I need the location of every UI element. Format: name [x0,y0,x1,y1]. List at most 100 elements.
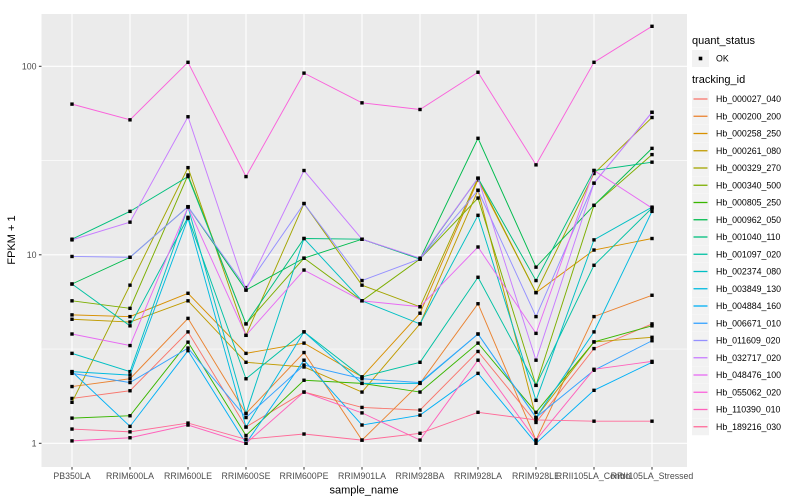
data-point [476,371,480,376]
x-tick-label: RRII105LA_Stressed [611,471,694,481]
data-point [650,146,654,151]
data-point [418,413,422,417]
x-tick-label: RRIM600LA [106,471,154,481]
data-point [650,359,654,364]
data-point [476,410,480,415]
x-axis-title: sample_name [329,485,398,497]
data-point [534,265,538,269]
data-point [302,168,306,173]
data-point [128,373,132,377]
legend-entry-label: Hb_000805_250 [716,198,781,208]
legend-entry-label: Hb_189216_030 [716,422,781,432]
data-point [360,411,364,415]
data-point [360,101,364,105]
data-point [650,293,654,297]
data-point [70,332,74,336]
legend-entry-Hb_048476_100: Hb_048476_100 [692,366,781,384]
data-point [186,60,190,65]
data-point [418,256,422,260]
axis-layer: 100 10 1 PB350LA RRIM600LA RRIM600LE RRIM600SE… [22,61,694,481]
data-point [476,245,480,249]
data-point [360,377,364,381]
data-point [592,168,596,173]
data-point [418,322,422,326]
legend-entry-Hb_004884_160: Hb_004884_160 [692,297,781,315]
data-point [70,369,74,374]
data-point [186,340,190,344]
data-point [418,311,422,315]
data-point [534,418,538,422]
legend-entry-Hb_000200_200: Hb_000200_200 [692,107,781,125]
data-point [302,350,306,355]
data-point [128,306,132,311]
data-point [534,163,538,167]
series-Hb_189216_030 [70,410,654,442]
legend-entry-label: Hb_001097_020 [716,249,781,259]
legend-entry-label: Hb_000329_270 [716,163,781,173]
data-point [128,436,132,440]
data-point [534,420,538,425]
data-point [70,427,74,431]
data-point [186,216,190,221]
y-tick-label: 100 [22,61,37,71]
legend-entry-Hb_000962_050: Hb_000962_050 [692,211,781,229]
data-point [302,390,306,394]
series-Hb_048476_100 [70,168,654,348]
legend-entry-Hb_011609_020: Hb_011609_020 [692,332,781,349]
x-tick-label: RRIM928LA [454,471,502,481]
data-point [70,384,74,389]
legend-entry-label: Hb_000340_500 [716,180,781,190]
data-point [360,390,364,394]
data-point [650,335,654,340]
data-point [186,174,190,179]
data-point [244,174,248,179]
series-Hb_032717_020 [70,110,654,362]
data-point [592,171,596,176]
legend: quant_status OK tracking_id Hb_000027_04… [692,35,781,436]
data-point [592,346,596,351]
data-point [534,358,538,362]
data-point [592,367,596,371]
data-point [186,299,190,303]
data-point [70,317,74,321]
data-point [70,416,74,420]
data-point [128,377,132,381]
data-point [128,430,132,434]
data-point [186,330,190,334]
data-point [592,330,596,334]
data-point [244,437,248,442]
legend-entry-Hb_006671_010: Hb_006671_010 [692,314,781,332]
series-Hb_055062_020 [70,24,654,179]
data-point [476,213,480,218]
data-point [186,316,190,321]
data-point [360,375,364,379]
data-point [186,348,190,353]
legend-entry-label: Hb_006671_010 [716,318,781,328]
data-point [418,408,422,412]
data-point [128,314,132,319]
data-point [650,110,654,115]
data-point [186,291,190,295]
data-point [128,380,132,385]
data-point [534,290,538,295]
data-point [418,431,422,435]
legend-entry-label: Hb_000027_040 [716,94,781,104]
data-point [186,421,190,425]
data-point [128,118,132,122]
data-point [534,441,538,445]
legend-entry-Hb_001097_020: Hb_001097_020 [692,245,781,263]
data-point [476,136,480,140]
data-point [70,371,74,376]
data-point [476,349,480,354]
x-tick-label: RRIM600LE [164,471,212,481]
data-point [418,380,422,385]
data-point [244,425,248,429]
data-point [360,423,364,427]
data-point [244,377,248,381]
data-point [592,203,596,208]
legend-entry-label: Hb_055062_020 [716,387,781,397]
data-point [650,339,654,343]
data-point [592,238,596,242]
data-point [302,432,306,436]
